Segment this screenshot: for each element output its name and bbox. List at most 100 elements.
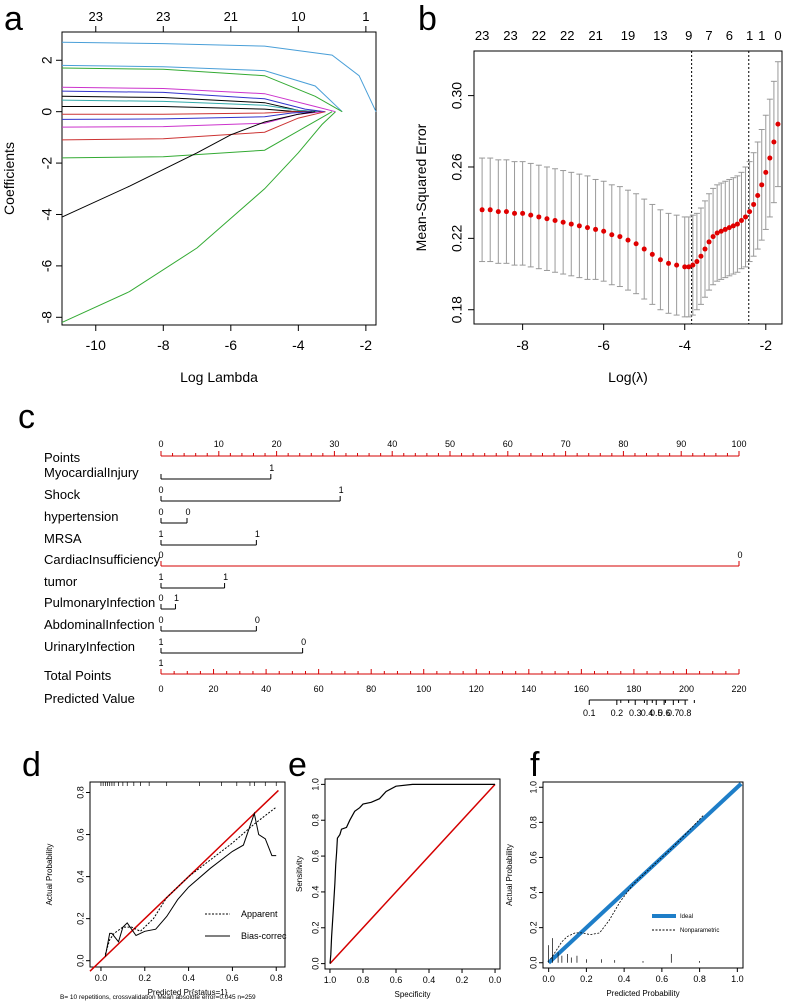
predicted-tick-label: 0.8 xyxy=(679,708,692,718)
mse-point xyxy=(479,207,485,213)
variable-level-label: 1 xyxy=(339,485,344,495)
plot-frame xyxy=(61,31,377,326)
variable-level-label: 0 xyxy=(255,615,260,625)
top-tick-label: 1 xyxy=(758,28,765,43)
mse-point xyxy=(584,225,590,231)
x-tick-label: 0.8 xyxy=(693,974,706,984)
points-tick-label: 50 xyxy=(445,439,455,449)
mse-point xyxy=(649,251,655,257)
variable-level-label: 0 xyxy=(158,550,163,560)
coefficient-path-15 xyxy=(61,111,336,323)
top-tick-label: 0 xyxy=(774,28,781,43)
top-tick-label: 23 xyxy=(503,28,517,43)
mse-point xyxy=(609,232,615,238)
predicted-tick-label: 0.5 xyxy=(650,708,663,718)
plot-frame xyxy=(473,50,783,325)
predicted-tick-label: 0.7 xyxy=(667,708,680,718)
top-tick-label: 1 xyxy=(746,28,753,43)
panel-letter-a: a xyxy=(4,0,23,38)
panel-letter-d: d xyxy=(22,746,41,784)
y-axis-label: Mean-Squared Error xyxy=(413,123,429,251)
x-axis-label: Specificity xyxy=(394,990,430,999)
y-axis-label: Coefficients xyxy=(1,142,17,215)
plot-frame xyxy=(89,781,286,968)
mse-point xyxy=(593,226,599,232)
mse-point xyxy=(734,221,740,227)
mse-point xyxy=(722,226,728,232)
total-start-label: 1 xyxy=(158,658,163,668)
mse-point xyxy=(718,228,724,234)
mse-point xyxy=(487,207,493,213)
x-axis-label: Predicted Probability xyxy=(606,989,679,998)
y-tick-label: 0.4 xyxy=(528,886,538,899)
y-tick-label: 1.0 xyxy=(528,781,538,794)
row-label-hypertension: hypertension xyxy=(44,509,118,524)
row-label-MyocardialInjury: MyocardialInjury xyxy=(44,465,139,480)
x-tick-label: -6 xyxy=(225,337,238,353)
mse-point xyxy=(747,209,753,215)
predicted-tick-label: 0.3 xyxy=(629,708,642,718)
y-tick-label: 0.4 xyxy=(75,870,85,883)
row-label-MRSA: MRSA xyxy=(44,531,82,546)
coefficient-path-7 xyxy=(61,99,319,113)
total-tick-label: 140 xyxy=(521,684,536,694)
panel-f-calibration: 0.0 0.2 0.4 0.6 0.8 1.0 0.0 0.2 0.4 0.6 0.8 1.0 Pred… xyxy=(505,781,744,998)
coefficient-path-10 xyxy=(61,111,312,120)
y-tick-label: 2 xyxy=(39,56,55,64)
reference-diagonal xyxy=(329,783,496,965)
plot-frame xyxy=(324,778,501,970)
variable-level-label: 1 xyxy=(174,593,179,603)
total-tick-label: 80 xyxy=(366,684,376,694)
x-tick-label: 0.6 xyxy=(226,973,239,983)
variable-level-label: 0 xyxy=(158,485,163,495)
x-tick-label: 0.2 xyxy=(456,975,469,985)
y-tick-label: 0.0 xyxy=(75,954,85,967)
mse-point xyxy=(617,234,623,240)
mse-point xyxy=(633,241,639,247)
y-tick-label: -2 xyxy=(39,157,55,170)
mse-point xyxy=(767,155,773,161)
mse-point xyxy=(738,218,744,224)
mse-point xyxy=(666,260,672,266)
x-tick-label: 1.0 xyxy=(324,975,337,985)
mse-point xyxy=(601,228,607,234)
panel-e-roc: 1.0 0.8 0.6 0.4 0.2 0.0 0.0 0.2 0.4 0.6 0.8 1.0 Spec… xyxy=(295,778,501,999)
points-tick-label: 100 xyxy=(731,439,746,449)
roc-curve xyxy=(329,783,495,964)
top-tick-label: 22 xyxy=(532,28,546,43)
x-tick-label: 0.4 xyxy=(618,974,631,984)
x-tick-label: 0.4 xyxy=(423,975,436,985)
panel-letter-e: e xyxy=(288,746,307,784)
top-tick-label: 7 xyxy=(705,28,712,43)
y-tick-label: 0.2 xyxy=(310,922,320,935)
nonparametric-line xyxy=(550,815,704,960)
variable-level-label: 0 xyxy=(186,507,191,517)
x-tick-label: -4 xyxy=(679,337,692,353)
predicted-tick-label: 0.2 xyxy=(611,708,624,718)
y-tick-label: 0.6 xyxy=(75,828,85,841)
top-tick-label: 21 xyxy=(224,9,238,24)
row-label-CardiacInsufficiency: CardiacInsufficiency xyxy=(44,552,161,567)
variable-level-label: 0 xyxy=(158,593,163,603)
y-tick-label: 0.2 xyxy=(75,912,85,925)
top-tick-label: 6 xyxy=(726,28,733,43)
mse-point xyxy=(694,259,700,265)
y-tick-label: -6 xyxy=(39,259,55,272)
apparent-line xyxy=(104,806,277,955)
total-tick-label: 20 xyxy=(209,684,219,694)
x-tick-label: 1.0 xyxy=(731,974,744,984)
top-tick-label: 23 xyxy=(156,9,170,24)
x-tick-label: 0.8 xyxy=(357,975,370,985)
coefficient-path-1 xyxy=(61,41,377,112)
y-tick-label: 0.26 xyxy=(449,153,465,180)
total-tick-label: 60 xyxy=(314,684,324,694)
x-tick-label: 0.8 xyxy=(270,973,283,983)
mse-point xyxy=(503,209,509,215)
mse-point xyxy=(686,264,692,270)
top-tick-label: 19 xyxy=(621,28,635,43)
y-tick-label: 0.22 xyxy=(449,225,465,252)
x-tick-label: 0.4 xyxy=(182,973,195,983)
total-tick-label: 200 xyxy=(679,684,694,694)
